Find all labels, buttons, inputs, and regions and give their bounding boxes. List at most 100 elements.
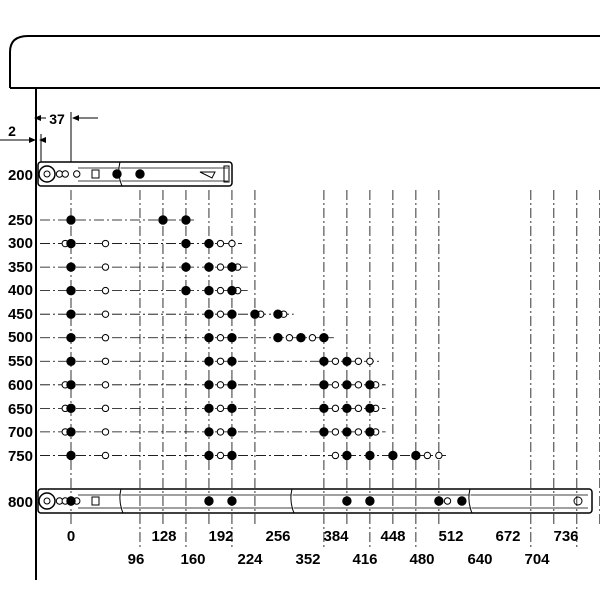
open-hole-marker <box>101 381 110 389</box>
open-hole-marker <box>354 428 363 436</box>
fixing-hole-marker <box>204 238 214 249</box>
fixing-hole-marker <box>204 309 214 319</box>
open-hole-marker <box>435 451 443 460</box>
row-guide-lines <box>40 219 449 456</box>
open-hole-marker <box>101 334 110 342</box>
fixing-hole-marker <box>319 333 329 343</box>
fixing-hole-marker <box>227 403 237 414</box>
open-hole-marker <box>216 286 225 295</box>
open-hole-marker <box>216 404 225 413</box>
fixing-hole-marker <box>204 262 214 272</box>
open-hole-marker <box>308 334 317 342</box>
fixing-hole-marker <box>273 309 283 319</box>
open-hole-marker <box>101 428 110 436</box>
open-hole-marker <box>331 428 340 436</box>
open-hole-marker <box>101 263 110 271</box>
column-label: 512 <box>438 528 463 545</box>
fixing-hole-marker <box>319 403 329 414</box>
fixing-hole-marker <box>204 427 214 437</box>
fixing-hole-marker <box>227 356 237 366</box>
fixing-hole-marker <box>227 496 237 506</box>
column-label: 192 <box>208 528 233 545</box>
row-label: 700 <box>8 424 33 441</box>
open-hole-marker <box>354 404 363 413</box>
column-label: 416 <box>352 551 377 568</box>
column-label: 352 <box>295 551 320 568</box>
open-hole-marker <box>101 357 110 365</box>
fixing-hole-marker <box>181 215 191 225</box>
column-label: 672 <box>495 528 520 545</box>
fixing-hole-marker <box>365 380 375 390</box>
column-label: 224 <box>237 551 263 568</box>
column-label: 256 <box>265 528 290 545</box>
fixing-hole-marker <box>66 427 76 437</box>
fixing-hole-marker <box>112 169 122 179</box>
fixing-hole-marker <box>227 380 237 390</box>
fixing-hole-marker <box>227 450 237 461</box>
fixing-hole-marker <box>227 285 237 296</box>
fixing-hole-marker <box>181 238 191 249</box>
open-hole-marker <box>443 497 452 505</box>
open-hole-marker <box>216 381 225 389</box>
fixing-hole-marker <box>204 403 214 414</box>
fixing-hole-marker <box>181 262 191 272</box>
fixing-hole-marker <box>227 427 237 437</box>
row-label: 600 <box>8 377 33 394</box>
column-label: 448 <box>380 528 405 545</box>
cabinet-panel-outline <box>9 35 600 89</box>
fixing-hole-marker <box>411 450 421 461</box>
dimension-2-label: 2 <box>8 123 16 139</box>
column-label: 96 <box>128 551 145 568</box>
fixing-hole-marker <box>250 309 260 319</box>
fixing-hole-marker <box>457 496 467 506</box>
fixing-hole-marker <box>227 333 237 343</box>
fixing-hole-marker <box>342 496 352 506</box>
row-label: 250 <box>8 212 33 229</box>
fixing-hole-marker <box>365 427 375 437</box>
fixing-hole-marker <box>319 380 329 390</box>
open-hole-marker <box>216 263 225 271</box>
open-hole-marker <box>331 357 340 365</box>
fixing-hole-marker <box>66 403 76 414</box>
open-hole-marker <box>354 357 363 365</box>
column-label: 736 <box>553 528 578 545</box>
column-labels: 0 128 192 256 384 448 512 672 736 96 160… <box>67 528 579 568</box>
dimension-37-label: 37 <box>49 111 65 127</box>
column-label: 704 <box>524 551 550 568</box>
open-hole-marker <box>101 286 110 295</box>
fixing-hole-marker <box>204 285 214 296</box>
fixing-hole-marker <box>342 403 352 414</box>
hole-markers <box>55 169 467 506</box>
row-label: 450 <box>8 306 33 323</box>
fixing-hole-marker <box>365 450 375 461</box>
open-hole-marker <box>216 357 225 365</box>
fixing-hole-marker <box>66 285 76 296</box>
open-hole-marker <box>228 239 236 248</box>
row-label: 350 <box>8 259 33 276</box>
fixing-hole-marker <box>319 427 329 437</box>
open-hole-marker <box>216 310 225 318</box>
row-label: 500 <box>8 329 33 346</box>
fixing-hole-marker <box>227 262 237 272</box>
column-label: 128 <box>151 528 176 545</box>
row-label: 200 <box>8 167 33 184</box>
fixing-hole-marker <box>181 285 191 296</box>
column-label: 160 <box>180 551 205 568</box>
open-hole-marker <box>366 357 374 365</box>
open-hole-marker <box>61 170 69 178</box>
fixing-hole-marker <box>66 262 76 272</box>
open-hole-marker <box>216 239 225 248</box>
fixing-hole-marker <box>66 496 76 506</box>
open-hole-marker <box>331 381 340 389</box>
open-hole-marker <box>423 451 432 460</box>
column-label: 640 <box>467 551 492 568</box>
fixing-hole-marker <box>204 450 214 461</box>
fixing-hole-marker <box>158 215 168 225</box>
open-hole-marker <box>354 381 363 389</box>
open-hole-marker <box>101 404 110 413</box>
fixing-hole-marker <box>342 427 352 437</box>
fixing-hole-marker <box>204 380 214 390</box>
open-hole-marker <box>101 310 110 318</box>
fixing-hole-marker <box>296 333 306 343</box>
